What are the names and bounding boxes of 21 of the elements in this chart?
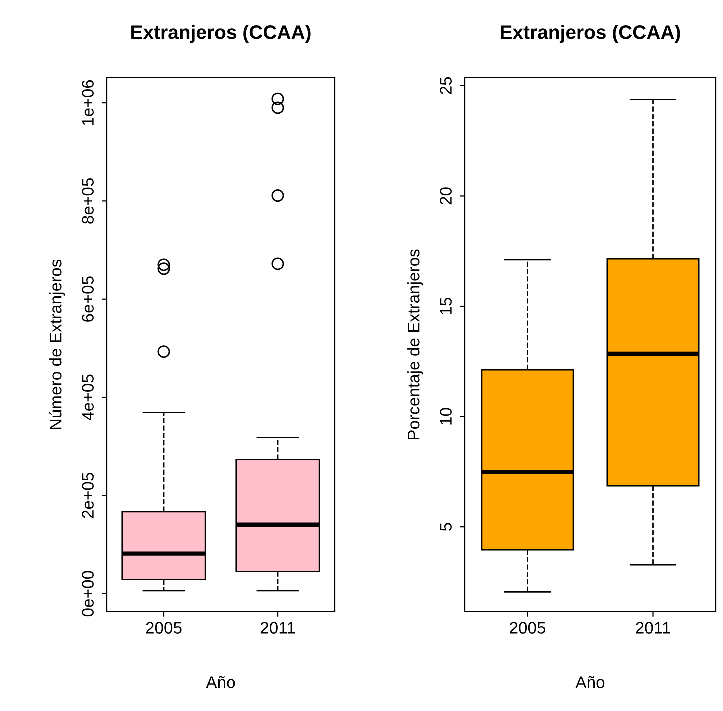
chart-title: Extranjeros (CCAA) — [132, 25, 311, 44]
y-tick-label: 1e+06 — [82, 80, 94, 126]
y-tick-label: 0e+00 — [82, 571, 94, 617]
x-tick-label: 2011 — [260, 622, 296, 634]
x-tick-label: 2005 — [510, 622, 546, 634]
y-axis-title: Número de Extranjeros — [49, 260, 66, 430]
y-tick-label: 25 — [440, 77, 452, 94]
y-tick-label: 6e+05 — [82, 276, 94, 322]
y-tick-label: 2e+05 — [82, 472, 94, 518]
x-tick-label: 2005 — [146, 622, 182, 634]
y-tick-label: 8e+05 — [82, 178, 94, 224]
x-tick-label: 2011 — [636, 622, 670, 634]
x-axis-title: Año — [206, 676, 236, 688]
y-tick-label: 20 — [440, 188, 452, 205]
chart-title: Extranjeros (CCAA) — [501, 25, 680, 44]
y-axis-title: Porcentaje de Extranjeros — [408, 250, 424, 440]
y-tick-label: 10 — [440, 408, 452, 425]
y-tick-label: 4e+05 — [82, 374, 94, 421]
x-axis-title: Año — [576, 676, 605, 688]
y-tick-label: 15 — [440, 298, 452, 315]
y-tick-label: 5 — [440, 523, 452, 532]
